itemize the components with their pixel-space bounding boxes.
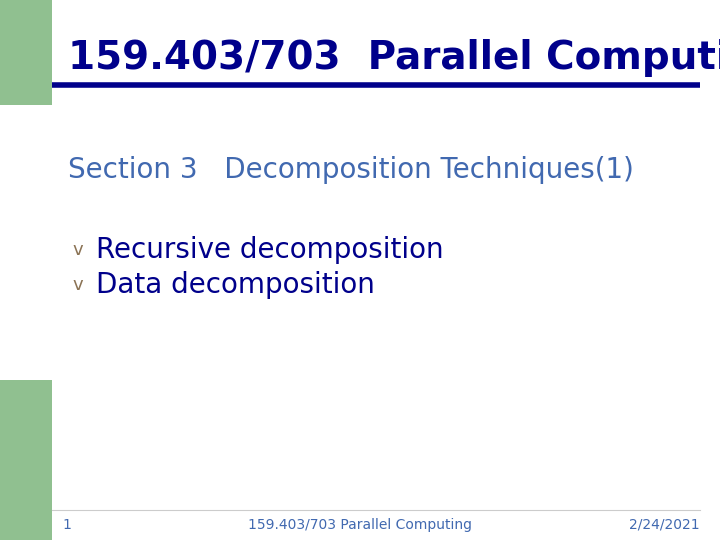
Text: 2/24/2021: 2/24/2021 xyxy=(629,518,700,532)
Text: Recursive decomposition: Recursive decomposition xyxy=(96,236,444,264)
Text: v: v xyxy=(72,276,83,294)
Text: Data decomposition: Data decomposition xyxy=(96,271,375,299)
Bar xyxy=(0,0,52,105)
Text: 159.403/703  Parallel Computing: 159.403/703 Parallel Computing xyxy=(68,39,720,77)
Bar xyxy=(0,380,52,540)
Text: 1: 1 xyxy=(62,518,71,532)
Text: 159.403/703 Parallel Computing: 159.403/703 Parallel Computing xyxy=(248,518,472,532)
Text: v: v xyxy=(72,241,83,259)
Text: Section 3   Decomposition Techniques(1): Section 3 Decomposition Techniques(1) xyxy=(68,156,634,184)
